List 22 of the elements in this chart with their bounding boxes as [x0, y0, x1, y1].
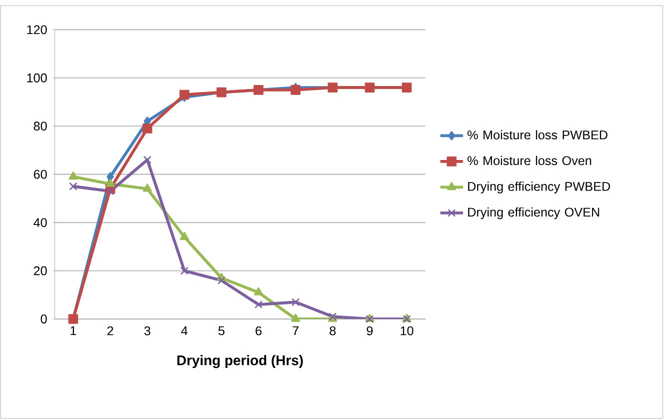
x-tick-label: 2	[107, 326, 114, 336]
x-tick-label: 7	[292, 326, 298, 336]
y-tick-label: 100	[27, 73, 47, 82]
x-tick-label: 8	[330, 326, 336, 336]
y-tick-label: 20	[34, 266, 47, 276]
x-axis-title: Drying period (Hrs)	[177, 355, 303, 368]
x-tick-label: 4	[181, 326, 188, 336]
legend-label: % Moisture loss Oven	[468, 156, 592, 166]
x-tick-label: 3	[144, 326, 150, 336]
y-tick-label: 0	[40, 314, 47, 324]
legend-label: % Moisture loss PWBED	[468, 130, 608, 140]
x-tick-label: 1	[70, 326, 76, 336]
x-tick-label: 10	[400, 326, 414, 336]
y-tick-label: 60	[34, 170, 47, 179]
y-tick-label: 80	[34, 122, 47, 131]
y-tick-label: 120	[27, 25, 47, 34]
x-tick-label: 9	[366, 326, 373, 336]
x-tick-label: 6	[256, 326, 262, 336]
legend-label: Drying efficiency PWBED	[468, 182, 610, 194]
y-tick-label: 40	[34, 218, 47, 228]
x-tick-label: 5	[218, 326, 224, 336]
legend-label: Drying efficiency OVEN	[468, 207, 600, 220]
